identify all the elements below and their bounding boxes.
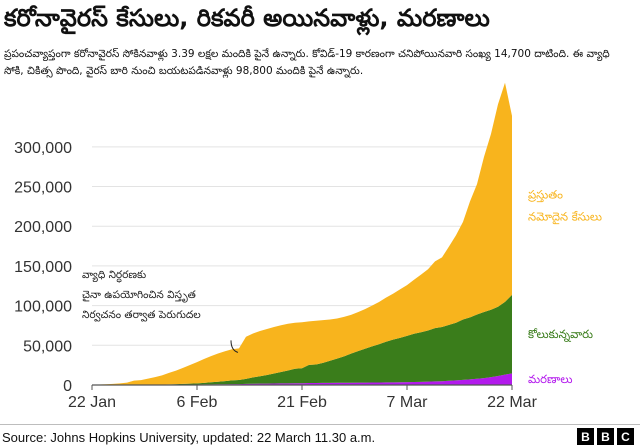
series-area bbox=[92, 294, 512, 385]
x-tick-label: 6 Feb bbox=[177, 394, 218, 411]
series-area bbox=[92, 82, 512, 385]
y-tick-label: 50,000 bbox=[23, 338, 72, 355]
y-tick-label: 250,000 bbox=[14, 180, 72, 197]
legend: మరణాలు కోలుకున్నవారు ప్రస్తుతం నమోదైన కేసుల… bbox=[527, 187, 602, 386]
chart-subtitle: ప్రపంచవ్యాప్తంగా కరోనావైరస్ సోకినవాళ్లు … bbox=[4, 48, 610, 77]
annotation-text: వ్యాధి నిర్ధరణకు bbox=[82, 269, 147, 283]
x-axis-ticks: 22 Jan 6 Feb 21 Feb 7 Mar 22 Mar bbox=[68, 385, 538, 411]
logo-letter: B bbox=[597, 428, 614, 445]
y-axis-ticks: 0 50,000 100,000 150,000 200,000 250,000 300,0… bbox=[14, 140, 72, 395]
annotation-text: నిర్వచనం తర్వాత పెరుగుదల bbox=[82, 309, 201, 322]
footer-divider bbox=[0, 424, 640, 425]
stacked-area-chart: 0 50,000 100,000 150,000 200,000 250,000 300,0… bbox=[14, 82, 602, 411]
legend-label: కోలుకున్నవారు bbox=[528, 327, 593, 342]
x-tick-label: 22 Mar bbox=[487, 394, 537, 411]
legend-label: నమోదైన కేసులు bbox=[528, 209, 602, 224]
chart-title: కరోనావైరస్ కేసులు, రికవరీ అయినవాళ్లు, మర… bbox=[4, 4, 490, 32]
x-tick-label: 7 Mar bbox=[387, 394, 429, 411]
legend-label: ప్రస్తుతం bbox=[527, 187, 563, 202]
annotation-leader bbox=[230, 340, 239, 353]
y-tick-label: 100,000 bbox=[14, 299, 72, 316]
annotation-text: చైనా ఉపయోగించిన విస్తృత bbox=[82, 289, 196, 304]
y-tick-label: 0 bbox=[63, 378, 72, 395]
series-area bbox=[92, 373, 512, 385]
source-note: Source: Johns Hopkins University, update… bbox=[2, 430, 376, 445]
logo-letter: B bbox=[577, 428, 594, 445]
bbc-logo: B B C bbox=[577, 428, 634, 445]
x-tick-label: 22 Jan bbox=[68, 394, 116, 411]
y-tick-label: 300,000 bbox=[14, 140, 72, 157]
logo-letter: C bbox=[617, 428, 634, 445]
annotation: వ్యాధి నిర్ధరణకు చైనా ఉపయోగించిన విస్తృత న… bbox=[82, 269, 239, 353]
y-tick-label: 150,000 bbox=[14, 259, 72, 276]
y-tick-label: 200,000 bbox=[14, 219, 72, 236]
area-series bbox=[92, 82, 512, 386]
legend-label: మరణాలు bbox=[528, 372, 573, 386]
x-tick-label: 21 Feb bbox=[277, 394, 327, 411]
